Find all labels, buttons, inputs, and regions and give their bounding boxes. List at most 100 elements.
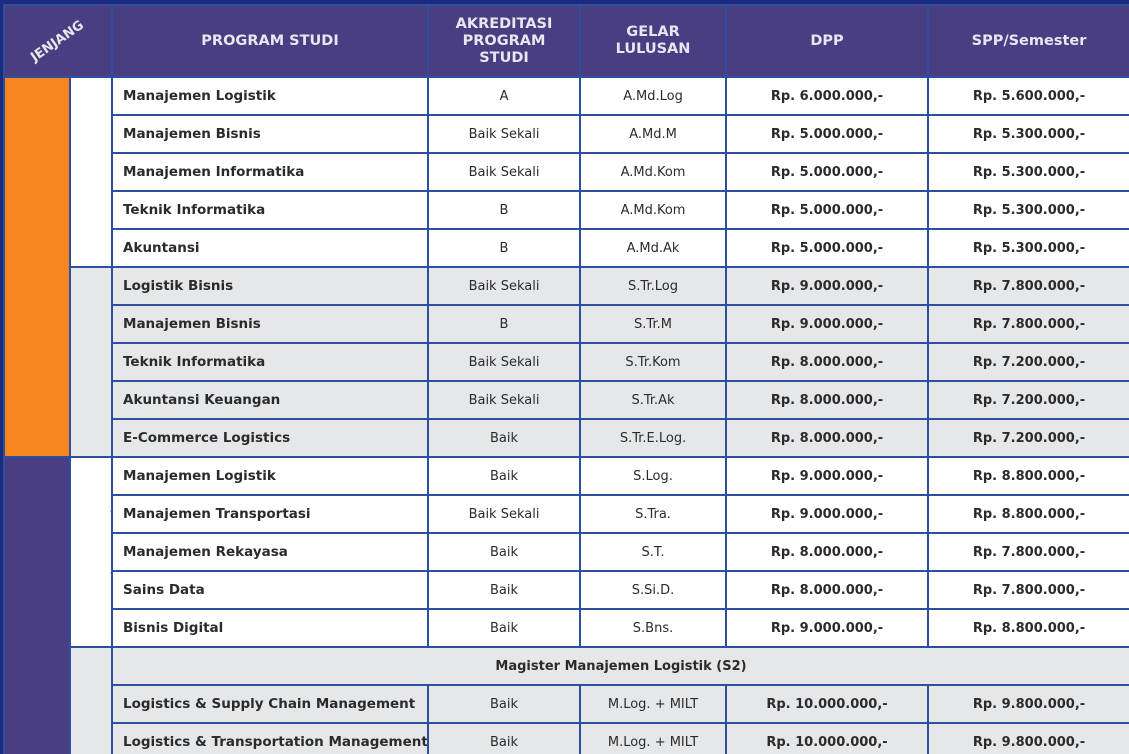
cell-dpp: Rp. 10.000.000,- bbox=[725, 722, 930, 754]
cell-gelar: S.Tr.M bbox=[579, 304, 728, 344]
magister-row: Pascasarjana Magister Manajemen Logistik … bbox=[4, 646, 1129, 754]
table-row: Sekolah VokasiD3 (Ahli Madya)Manajemen L… bbox=[3, 76, 1129, 458]
cell-spp: Rp. 7.200.000,- bbox=[927, 418, 1129, 458]
cell-program: Manajemen Logistik bbox=[111, 76, 430, 116]
magister-title: Magister Manajemen Logistik (S2) bbox=[111, 646, 1129, 686]
cell-dpp: Rp. 5.000.000,- bbox=[725, 228, 930, 268]
cell-gelar: S.T. bbox=[579, 532, 728, 572]
cell-dpp: Rp. 8.000.000,- bbox=[725, 418, 930, 458]
cell-gelar: S.Tra. bbox=[579, 494, 728, 534]
cell-akreditasi: Baik bbox=[427, 608, 582, 648]
cell-akreditasi: Baik bbox=[427, 532, 582, 572]
cell-program: Logistics & Supply Chain Management bbox=[111, 684, 430, 724]
table-row: Manajemen Bisnis B S.Tr.M Rp. 9.000.000,- Rp… bbox=[4, 304, 1129, 344]
cell-spp: Rp. 8.800.000,- bbox=[927, 608, 1129, 648]
header-jenjang-label: JENJANG bbox=[28, 17, 88, 65]
table-row: Bisnis Digital Baik S.Bns. Rp. 9.000.000,- R… bbox=[4, 608, 1129, 648]
level-s1-terapan: S1 Terapan(Sarjana Terapan) bbox=[68, 266, 114, 458]
table-row: Akuntansi B A.Md.Ak Rp. 5.000.000,- Rp. 5.30… bbox=[4, 228, 1129, 268]
cell-gelar: S.Tr.Log bbox=[579, 266, 728, 306]
table-row: Manajemen Transportasi Baik Sekali S.Tra. R… bbox=[4, 494, 1129, 534]
table-row: Logistics & Supply Chain Management Baik M… bbox=[4, 684, 1129, 724]
cell-program: Sains Data bbox=[111, 570, 430, 610]
cell-akreditasi: Baik Sekali bbox=[427, 266, 582, 306]
cell-gelar: M.Log. + MILT bbox=[579, 722, 728, 754]
cell-program: Bisnis Digital bbox=[111, 608, 430, 648]
header-jenjang: JENJANG bbox=[3, 4, 114, 78]
level-d3: D3 (Ahli Madya) bbox=[68, 76, 114, 268]
cell-spp: Rp. 7.800.000,- bbox=[927, 266, 1129, 306]
group-sekolah-vokasi: Sekolah Vokasi bbox=[3, 76, 71, 458]
cell-akreditasi: A bbox=[427, 76, 582, 116]
cell-gelar: A.Md.Log bbox=[579, 76, 728, 116]
cell-spp: Rp. 7.800.000,- bbox=[927, 570, 1129, 610]
cell-gelar: S.Tr.Ak bbox=[579, 380, 728, 420]
cell-spp: Rp. 8.800.000,- bbox=[927, 456, 1129, 496]
table-row: Logistics & Transportation Management Bai… bbox=[4, 722, 1129, 754]
level-pascasarjana: Pascasarjana bbox=[68, 646, 114, 754]
cell-spp: Rp. 8.800.000,- bbox=[927, 494, 1129, 534]
cell-program: Teknik Informatika bbox=[111, 342, 430, 382]
cell-spp: Rp. 5.300.000,- bbox=[927, 152, 1129, 192]
table-row: S1 Terapan(Sarjana Terapan)Logistik Bisn… bbox=[4, 266, 1129, 458]
cell-program: Teknik Informatika bbox=[111, 190, 430, 230]
tuition-table: JENJANG PROGRAM STUDI AKREDITASI PROGRAM… bbox=[3, 4, 1129, 754]
table-row: Sains Data Baik S.Si.D. Rp. 8.000.000,- Rp. … bbox=[4, 570, 1129, 610]
cell-dpp: Rp. 8.000.000,- bbox=[725, 532, 930, 572]
cell-program: Logistics & Transportation Management bbox=[111, 722, 430, 754]
cell-spp: Rp. 7.800.000,- bbox=[927, 304, 1129, 344]
cell-akreditasi: Baik Sekali bbox=[427, 342, 582, 382]
cell-gelar: S.Tr.Kom bbox=[579, 342, 728, 382]
cell-akreditasi: Baik bbox=[427, 456, 582, 496]
cell-gelar: A.Md.Ak bbox=[579, 228, 728, 268]
cell-akreditasi: Baik Sekali bbox=[427, 152, 582, 192]
cell-program: Manajemen Rekayasa bbox=[111, 532, 430, 572]
table-row: Manajemen Bisnis Baik Sekali A.Md.M Rp. 5.0… bbox=[4, 114, 1129, 154]
cell-dpp: Rp. 5.000.000,- bbox=[725, 114, 930, 154]
cell-spp: Rp. 9.800.000,- bbox=[927, 722, 1129, 754]
cell-program: Manajemen Logistik bbox=[111, 456, 430, 496]
cell-program: Akuntansi Keuangan bbox=[111, 380, 430, 420]
cell-gelar: M.Log. + MILT bbox=[579, 684, 728, 724]
cell-dpp: Rp. 6.000.000,- bbox=[725, 76, 930, 116]
cell-program: E-Commerce Logistics bbox=[111, 418, 430, 458]
table-row: Teknik Informatika Baik Sekali S.Tr.Kom Rp.… bbox=[4, 342, 1129, 382]
cell-dpp: Rp. 9.000.000,- bbox=[725, 266, 930, 306]
cell-akreditasi: B bbox=[427, 304, 582, 344]
cell-akreditasi: Baik bbox=[427, 684, 582, 724]
level-s1: S1 (Strata - 1) bbox=[68, 456, 114, 648]
cell-dpp: Rp. 5.000.000,- bbox=[725, 152, 930, 192]
header-spp: SPP/Semester bbox=[927, 4, 1129, 78]
cell-spp: Rp. 7.200.000,- bbox=[927, 380, 1129, 420]
cell-program: Manajemen Informatika bbox=[111, 152, 430, 192]
header-row: JENJANG PROGRAM STUDI AKREDITASI PROGRAM… bbox=[3, 4, 1129, 78]
table-row: Manajemen Informatika Baik Sekali A.Md.Kom… bbox=[4, 152, 1129, 192]
cell-program: Logistik Bisnis bbox=[111, 266, 430, 306]
cell-dpp: Rp. 9.000.000,- bbox=[725, 456, 930, 496]
cell-akreditasi: Baik Sekali bbox=[427, 380, 582, 420]
cell-spp: Rp. 7.200.000,- bbox=[927, 342, 1129, 382]
table-row: Akuntansi Keuangan Baik Sekali S.Tr.Ak Rp. … bbox=[4, 380, 1129, 420]
cell-gelar: S.Log. bbox=[579, 456, 728, 496]
cell-spp: Rp. 9.800.000,- bbox=[927, 684, 1129, 724]
cell-dpp: Rp. 10.000.000,- bbox=[725, 684, 930, 724]
cell-program: Manajemen Bisnis bbox=[111, 304, 430, 344]
cell-gelar: S.Si.D. bbox=[579, 570, 728, 610]
cell-akreditasi: Baik Sekali bbox=[427, 114, 582, 154]
table-row: E-Commerce Logistics Baik S.Tr.E.Log. Rp. 8… bbox=[4, 418, 1129, 458]
cell-dpp: Rp. 9.000.000,- bbox=[725, 608, 930, 648]
header-dpp: DPP bbox=[725, 4, 930, 78]
cell-dpp: Rp. 8.000.000,- bbox=[725, 570, 930, 610]
cell-spp: Rp. 5.300.000,- bbox=[927, 228, 1129, 268]
cell-dpp: Rp. 5.000.000,- bbox=[725, 190, 930, 230]
cell-dpp: Rp. 8.000.000,- bbox=[725, 380, 930, 420]
cell-gelar: S.Tr.E.Log. bbox=[579, 418, 728, 458]
table-row: Fakultas LogistikTeknologi & BisnisS1 (S… bbox=[3, 456, 1129, 754]
cell-spp: Rp. 5.300.000,- bbox=[927, 114, 1129, 154]
cell-akreditasi: Baik bbox=[427, 722, 582, 754]
cell-gelar: A.Md.Kom bbox=[579, 152, 728, 192]
cell-program: Manajemen Transportasi bbox=[111, 494, 430, 534]
cell-dpp: Rp. 9.000.000,- bbox=[725, 494, 930, 534]
cell-program: Manajemen Bisnis bbox=[111, 114, 430, 154]
